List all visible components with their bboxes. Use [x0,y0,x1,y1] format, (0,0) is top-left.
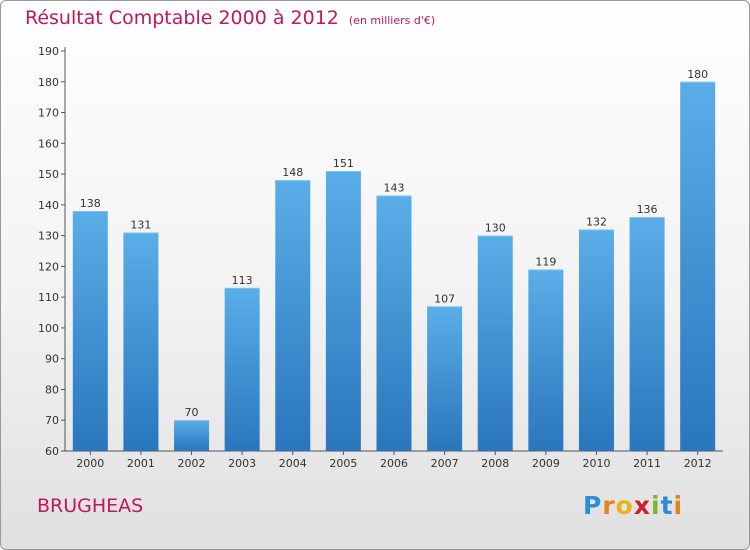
bar [275,180,311,451]
y-tick-label: 80 [45,383,59,396]
x-tick-label: 2001 [127,457,155,470]
y-tick-label: 70 [45,414,59,427]
y-tick-label: 110 [38,291,59,304]
data-label: 130 [485,222,506,235]
bar [174,420,210,451]
y-tick-label: 180 [38,76,59,89]
y-tick-label: 150 [38,168,59,181]
x-tick-label: 2008 [481,457,509,470]
y-tick-label: 100 [38,322,59,335]
x-tick-label: 2009 [532,457,560,470]
commune-name: BRUGHEAS [37,495,144,517]
data-label: 119 [535,255,556,268]
bar [376,195,412,451]
data-label: 131 [130,219,151,232]
logo-letter: r [602,491,616,520]
logo-letter: x [633,491,651,520]
y-tick-label: 190 [38,45,59,58]
data-label: 143 [384,182,405,195]
bar [629,217,665,451]
logo-letter: i [673,491,684,520]
data-label: 113 [232,274,253,287]
y-tick-label: 170 [38,107,59,120]
y-tick-label: 160 [38,137,59,150]
y-tick-label: 90 [45,353,59,366]
bar [72,211,108,451]
x-tick-label: 2000 [76,457,104,470]
bar [477,235,513,451]
x-tick-label: 2005 [329,457,357,470]
x-tick-label: 2011 [633,457,661,470]
x-tick-label: 2006 [380,457,408,470]
title-row: Résultat Comptable 2000 à 2012 (en millie… [25,7,435,29]
logo-letter: i [651,491,661,520]
data-label: 70 [185,406,199,419]
data-label: 132 [586,215,607,228]
logo-letter: o [615,491,634,520]
bar [680,81,716,452]
bar [528,269,564,451]
bar [224,287,260,451]
data-label: 148 [282,166,303,179]
bar-chart: 60 70 80 90 100 110 120 130 140 150 160 170 180 190 13… [38,45,723,470]
logo-letter: t [660,491,674,520]
x-tick-label: 2004 [279,457,307,470]
x-tick-label: 2010 [582,457,610,470]
bar [427,306,463,451]
bar [325,171,361,451]
data-label: 151 [333,157,354,170]
data-label: 107 [434,292,455,305]
chart-title: Résultat Comptable 2000 à 2012 [25,7,339,29]
data-label: 136 [637,203,658,216]
x-tick-label: 2002 [178,457,206,470]
y-tick-label: 140 [38,199,59,212]
data-label: 180 [687,68,708,81]
bar [578,229,614,451]
chart-subtitle: (en milliers d'€) [348,14,436,27]
bar [123,232,159,451]
logo-letter: P [583,491,603,520]
x-tick-label: 2012 [684,457,712,470]
y-tick-label: 130 [38,230,59,243]
y-tick-label: 120 [38,260,59,273]
proxiti-logo[interactable]: Proxiti [583,491,683,520]
x-tick-label: 2007 [431,457,459,470]
x-tick-label: 2003 [228,457,256,470]
data-label: 138 [80,197,101,210]
y-tick-label: 60 [45,445,59,458]
